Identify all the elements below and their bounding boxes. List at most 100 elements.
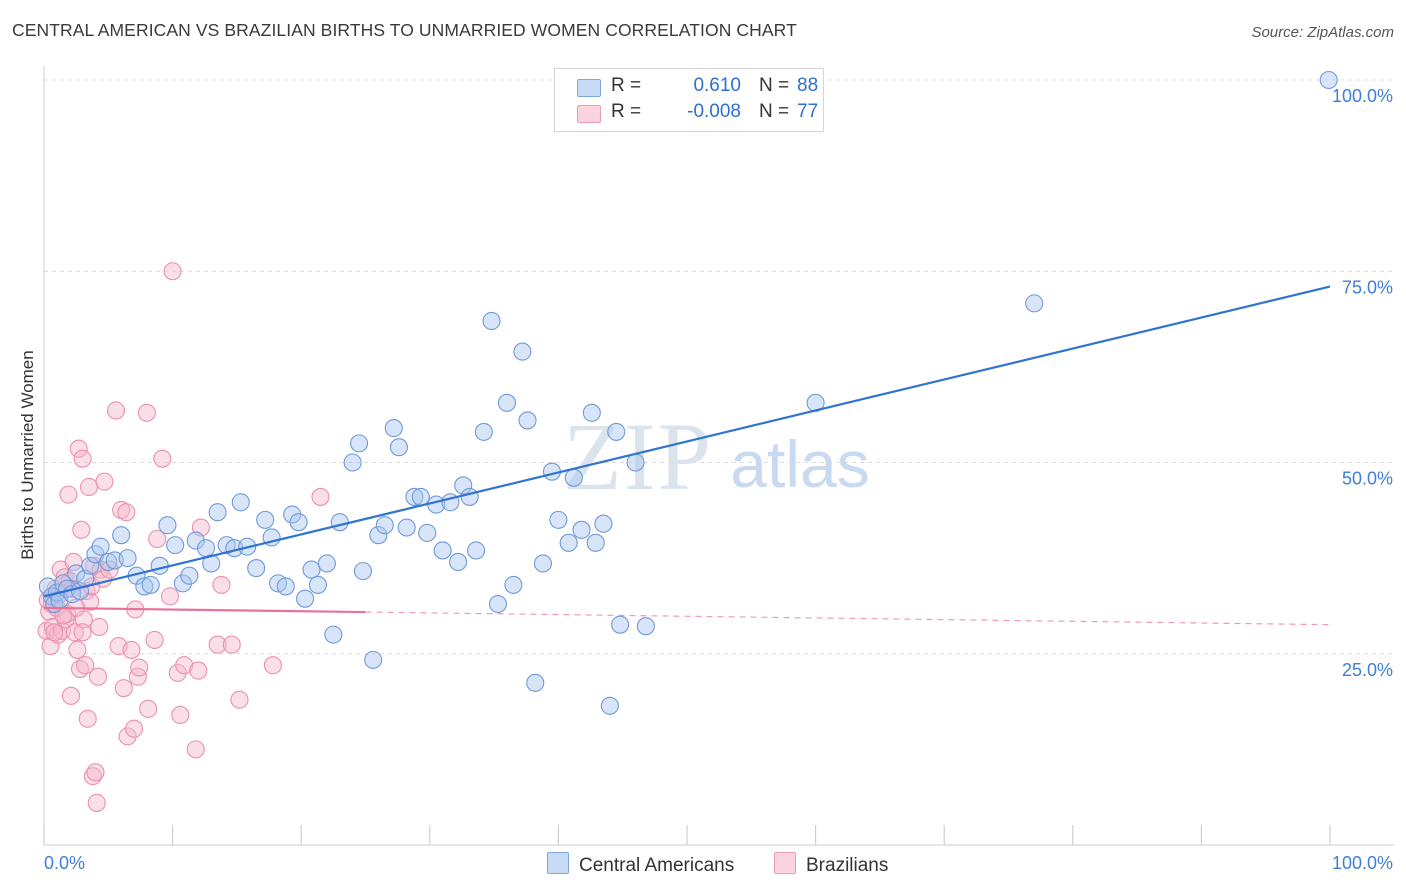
central-american-point (276, 577, 295, 596)
central-american-point (497, 393, 517, 412)
brazilian-point (139, 699, 158, 718)
bottom-legend-swatch-brazil (774, 852, 796, 874)
central-american-point (180, 566, 199, 585)
central-american-point (173, 574, 192, 593)
legend-swatch-central (577, 79, 601, 97)
central-american-point (364, 650, 383, 669)
central-american-point (308, 575, 327, 594)
central-american-point (518, 411, 537, 430)
central-american-point (135, 577, 154, 596)
central-american-point (256, 510, 275, 529)
brazilian-point (88, 667, 108, 686)
central-american-point (81, 556, 100, 575)
central-american-point (564, 468, 583, 487)
legend-n-value: 77 (797, 101, 819, 122)
central-american-point (586, 533, 605, 552)
central-american-point (302, 560, 321, 579)
brazilian-point (137, 403, 156, 422)
central-american-point (67, 564, 86, 583)
central-american-point (196, 539, 216, 558)
central-american-point (91, 537, 110, 556)
brazilian-point (160, 587, 180, 606)
bottom-legend-swatch-central (547, 852, 569, 874)
brazilian-point (95, 472, 114, 491)
central-american-point (636, 617, 655, 636)
bottom-legend-brazil: Brazilians (774, 852, 888, 877)
central-american-point (626, 453, 645, 472)
central-american-point (526, 673, 545, 692)
central-american-point (158, 516, 177, 535)
central-american-point (411, 487, 430, 506)
legend-n-label: N = (759, 101, 790, 122)
central-american-point (166, 536, 185, 555)
brazilian-point (175, 656, 194, 675)
central-american-point (559, 533, 578, 552)
brazilian-point (64, 552, 83, 572)
brazilian-point (230, 690, 249, 709)
watermark-atlas: atlas (730, 427, 869, 501)
central-american-point (607, 422, 626, 441)
brazilian-point (78, 709, 97, 728)
central-americans-points (38, 70, 1338, 715)
central-american-point (488, 594, 508, 614)
tick-labels: 25.0% 50.0% 75.0% 100.0% 0.0% 100.0% (44, 86, 1393, 873)
central-americans-trend-line (43, 285, 1331, 598)
central-american-point (389, 438, 408, 457)
brazilians-points (37, 262, 330, 812)
watermark-zip: ZIP (563, 403, 713, 510)
brazilian-point (68, 640, 87, 659)
central-american-point (454, 476, 473, 495)
chart-title: CENTRAL AMERICAN VS BRAZILIAN BIRTHS TO … (12, 20, 797, 40)
brazilian-point (114, 679, 133, 698)
x-tick-label: 0.0% (44, 853, 85, 873)
brazilian-point (65, 623, 84, 642)
y-tick-label: 25.0% (1342, 660, 1393, 680)
brazilian-point (130, 658, 149, 677)
legend-n-value: 88 (797, 75, 819, 96)
central-american-point (330, 513, 349, 532)
legend-r-label: R = (611, 101, 642, 122)
brazilian-point (145, 630, 164, 650)
central-american-point (594, 514, 613, 533)
legend-r-label: R = (611, 75, 642, 96)
brazilian-point (86, 763, 105, 782)
watermark: ZIP atlas (563, 403, 870, 510)
central-american-point (324, 625, 343, 644)
central-american-point (369, 526, 388, 545)
brazilian-point (117, 503, 136, 522)
central-american-point (150, 556, 169, 575)
brazilian-point (118, 727, 137, 746)
chart-source: Source: ZipAtlas.com (1251, 24, 1394, 41)
central-american-point (317, 554, 336, 573)
central-american-point (296, 589, 315, 608)
central-american-point (600, 696, 619, 715)
axes (43, 66, 1394, 846)
brazilian-point (163, 262, 182, 281)
brazilian-point (311, 487, 330, 506)
legend-n-label: N = (759, 75, 790, 96)
central-american-point (375, 516, 394, 535)
central-american-point (208, 503, 227, 522)
central-american-point (474, 422, 493, 441)
central-american-point (350, 434, 369, 453)
brazilian-point (61, 686, 81, 705)
central-american-point (433, 541, 452, 560)
brazilian-point (45, 623, 64, 642)
central-american-point (289, 513, 308, 532)
legend-r-value: -0.008 (687, 101, 741, 122)
central-american-point (1319, 70, 1338, 90)
legend-r-value: 0.610 (693, 75, 741, 96)
central-american-point (343, 453, 362, 472)
brazilian-point (128, 667, 147, 686)
y-tick-label: 50.0% (1342, 469, 1393, 489)
central-american-point (572, 520, 591, 539)
central-american-point (141, 575, 160, 594)
bottom-legend-label-brazil: Brazilians (806, 855, 889, 876)
brazilian-point (122, 640, 141, 659)
brazilian-point (100, 560, 119, 579)
central-american-point (112, 526, 131, 545)
central-american-point (482, 311, 501, 331)
y-tick-label: 75.0% (1342, 277, 1393, 297)
central-american-point (1025, 294, 1044, 313)
